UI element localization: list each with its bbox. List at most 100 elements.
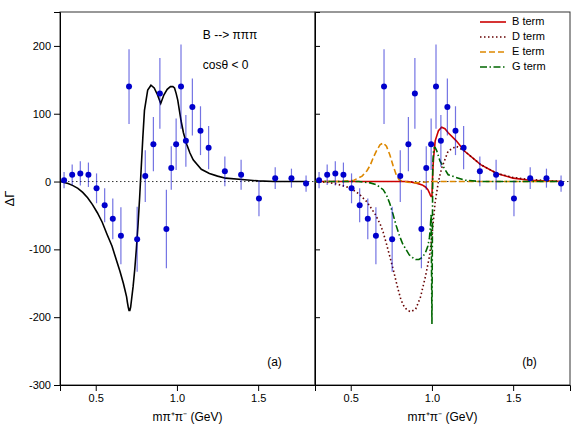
data-point [303,181,309,187]
data-point [397,173,403,179]
annotation: B --> πππ [203,28,258,42]
x-tick-mark [432,385,433,391]
data-point [381,84,387,90]
annotation: cosθ < 0 [203,58,249,72]
y-axis-title: ΔΓ [2,191,17,207]
data-point [118,233,124,239]
data-point [558,181,564,187]
y-tick-mark [54,182,60,183]
y-tick: -200 [29,311,60,323]
x-axis: 0.5 1.0 1.5 [316,385,571,404]
data-point [134,236,140,242]
y-tick-mark [54,249,60,250]
data-point [77,170,83,176]
data-point [373,233,379,239]
x-axis: 0.5 1.0 1.5 [61,385,316,404]
legend-label: E term [512,45,544,57]
data-points [316,45,564,272]
data-point [349,185,355,191]
data-point [405,141,411,147]
legend-label: B term [512,15,544,27]
x-tick-mark [177,385,178,391]
legend-swatch [480,36,506,38]
data-point [126,84,132,90]
data-point [365,216,371,222]
x-tick-label: 1.5 [251,392,266,404]
legend-label: D term [512,30,545,42]
data-point [332,170,338,176]
x-tick-mark [513,385,514,391]
y-tick-mark [54,317,60,318]
y-tick: 100 [33,108,60,120]
data-point [452,128,458,134]
x-tick-label: 1.5 [506,392,521,404]
data-points [61,45,309,272]
data-point [206,145,212,151]
plot-area [60,45,315,311]
data-point [183,138,189,144]
x-tick: 1.0 [425,385,440,404]
y-tick-label: 100 [33,108,51,120]
data-line [315,146,562,311]
data-point [543,175,549,181]
y-tick-mark [315,249,320,250]
panel: 0.51.01.5(b)mπ⁺π⁻ (GeV)B termD termE ter… [315,12,571,424]
data-point [477,168,483,174]
panel: 0.5 1.0 1.5 -300 -200 -100 0 100 200 B --> πππ cos… [2,12,316,424]
data-point [163,226,169,232]
x-tick: 0.5 [344,385,359,404]
chart-svg: 0.5 1.0 1.5 -300 -200 -100 0 100 200 B --> πππ cos… [0,0,582,429]
data-point [102,202,108,208]
data-point [461,145,467,151]
data-point [493,172,499,178]
data-point [316,177,322,183]
data-point [69,172,75,178]
legend-swatch [480,21,506,23]
y-tick [315,385,320,386]
data-point [272,175,278,181]
plot-area [315,45,570,324]
data-point [433,84,439,90]
data-point [238,172,244,178]
legend-item: B term [480,15,544,27]
y-tick-mark [54,114,60,115]
y-tick: -100 [29,243,60,255]
y-tick-mark [54,46,60,47]
data-point [222,168,228,174]
y-axis [315,13,320,386]
y-tick: -300 [29,379,60,391]
x-tick-label: 0.5 [89,392,104,404]
data-point [173,141,179,147]
legend-label: G term [512,60,546,72]
x-tick: 1.0 [170,385,185,404]
y-tick [315,249,320,250]
x-tick: 1.5 [506,385,521,404]
data-point [189,104,195,110]
x-tick-mark [96,385,97,391]
x-tick-label: 1.0 [425,392,440,404]
data-point [428,141,434,147]
data-point [340,172,346,178]
x-tick-mark [351,385,352,391]
y-tick: 200 [33,40,60,52]
data-point [357,202,363,208]
data-point [157,90,163,96]
y-tick-label: 0 [45,176,51,188]
data-point [288,175,294,181]
data-line [60,85,307,310]
y-tick-label: -200 [29,311,51,323]
x-axis-line [316,386,571,392]
x-tick: 0.5 [89,385,104,404]
annotation: (a) [267,355,282,369]
y-tick-mark [315,317,320,318]
y-tick [315,317,320,318]
y-tick-label: -300 [29,379,51,391]
data-point [389,236,395,242]
data-point [110,216,116,222]
data-point [438,138,444,144]
data-point [61,177,67,183]
y-tick-mark [315,114,320,115]
y-axis-line [316,13,321,386]
data-point [256,196,262,202]
y-tick [315,114,320,115]
